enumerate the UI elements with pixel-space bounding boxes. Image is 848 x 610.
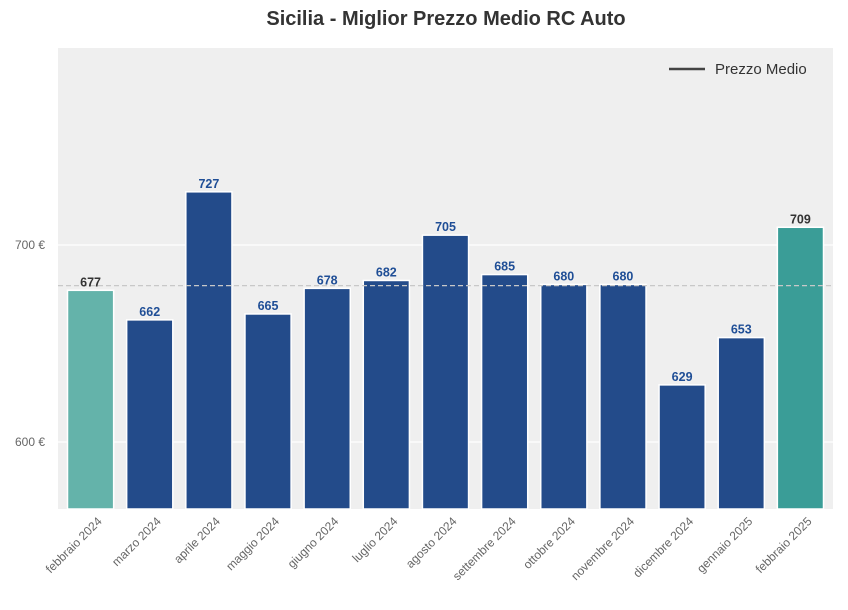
bar-value-label: 665 (258, 299, 279, 313)
x-tick-label: novembre 2024 (568, 514, 637, 583)
y-tick-label: 700 € (15, 238, 45, 252)
bar (599, 283, 647, 510)
x-tick-label: aprile 2024 (171, 514, 223, 566)
bar (362, 279, 411, 510)
x-tick-label: maggio 2024 (223, 514, 282, 573)
bar (421, 234, 470, 510)
bar-value-label: 705 (435, 220, 456, 234)
x-tick-label: agosto 2024 (403, 514, 460, 571)
y-axis: 600 € 700 € (15, 238, 45, 449)
chart-title: Sicilia - Miglior Prezzo Medio RC Auto (266, 8, 625, 30)
bar (303, 287, 352, 510)
bar (66, 289, 115, 510)
x-tick-label: dicembre 2024 (630, 514, 696, 580)
bar-value-label: 677 (80, 275, 101, 289)
bar-value-label: 678 (317, 273, 338, 287)
x-tick-label: giugno 2024 (285, 514, 342, 571)
x-axis: febbraio 2024 marzo 2024 aprile 2024 maggio… (43, 514, 815, 583)
bar-value-label: 680 (553, 269, 574, 283)
value-labels: 677 662 727 665 678 682 705 685 680 680 629 653 709 (80, 177, 811, 384)
x-tick-label: febbraio 2024 (43, 514, 105, 576)
bar-value-label: 682 (376, 265, 397, 279)
bars (66, 191, 825, 510)
bar (185, 191, 233, 510)
x-tick-label: gennaio 2025 (694, 514, 756, 576)
bar (244, 313, 292, 510)
x-tick-label: luglio 2024 (350, 514, 401, 565)
x-tick-label: marzo 2024 (109, 514, 164, 569)
bar-value-label: 709 (790, 212, 811, 226)
bar-value-label: 685 (494, 260, 515, 274)
bar (717, 336, 766, 510)
bar (539, 283, 588, 510)
bar-value-label: 662 (139, 305, 160, 319)
x-tick-label: ottobre 2024 (520, 514, 578, 572)
bar-value-label: 629 (672, 370, 693, 384)
x-tick-label: febbraio 2025 (753, 514, 815, 576)
x-tick-label: settembre 2024 (450, 514, 519, 583)
y-tick-label: 600 € (15, 435, 45, 449)
bar-value-label: 727 (198, 177, 219, 191)
bar (125, 319, 174, 510)
bar (480, 273, 529, 510)
legend-label: Prezzo Medio (715, 61, 807, 78)
bar-value-label: 653 (731, 323, 752, 337)
bar (658, 384, 706, 510)
legend: Prezzo Medio (669, 61, 807, 78)
bar (776, 226, 825, 510)
bar-value-label: 680 (613, 269, 634, 283)
